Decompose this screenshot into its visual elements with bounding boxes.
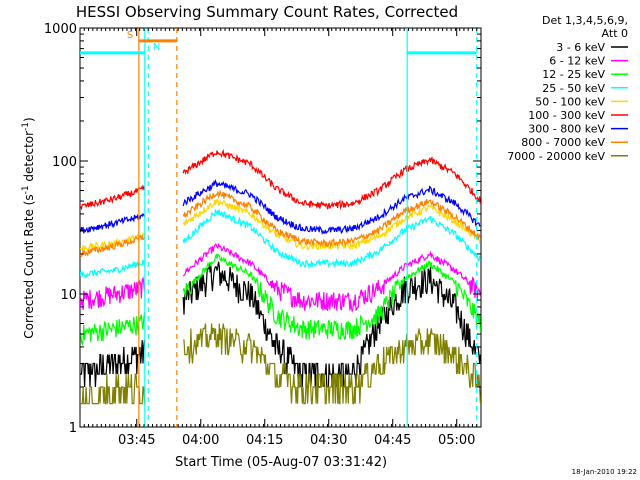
series-line-3-seg-0 [80,259,146,280]
series-line-7-seg-0 [80,234,146,258]
series-line-2-seg-0 [80,312,146,346]
series-line-7-seg-1 [182,189,481,249]
legend-label-8: 7000 - 20000 keV [507,150,605,163]
series-line-0-seg-0 [80,340,146,388]
x-tick-label-0: 03:45 [118,433,155,448]
legend-label-0: 3 - 6 keV [556,41,605,54]
legend-label-4: 50 - 100 keV [535,95,605,108]
series-line-1-seg-1 [182,243,481,313]
legend-label-7: 800 - 7000 keV [521,136,605,149]
series-line-6-seg-1 [182,178,481,235]
series-line-3-seg-1 [182,209,481,269]
series-line-2-seg-1 [182,253,481,341]
series-line-1-seg-0 [80,275,146,310]
x-tick-label-1: 04:00 [182,433,219,448]
x-tick-label-3: 04:30 [310,433,347,448]
x-tick-label-4: 04:45 [374,433,411,448]
footer-timestamp: 18-Jan-2010 19:22 [572,468,637,476]
series-line-5-seg-1 [182,148,481,211]
annotation-label-n: N [153,42,160,53]
y-tick-label-3: 1000 [44,22,77,37]
y-tick-label-1: 10 [60,288,77,303]
x-tick-label-2: 04:15 [246,433,283,448]
chart-title: HESSI Observing Summary Count Rates, Cor… [76,3,458,21]
legend-label-1: 6 - 12 keV [549,55,605,68]
legend-subtitle: Att 0 [602,27,628,40]
x-axis-label: Start Time (05-Aug-07 03:31:42) [175,455,387,470]
y-tick-label-0: 1 [69,421,77,436]
series-line-4-seg-0 [80,231,146,252]
legend-label-3: 25 - 50 keV [542,82,605,95]
series-line-8-seg-1 [183,323,481,405]
y-tick-label-2: 100 [52,155,77,170]
x-tick-label-5: 05:00 [438,433,475,448]
legend-title: Det 1,3,4,5,6,9, [542,14,628,27]
legend-label-6: 300 - 800 keV [528,123,605,136]
series-line-8-seg-0 [80,373,146,405]
series-line-5-seg-0 [80,184,146,211]
legend-label-2: 12 - 25 keV [542,68,605,81]
annotation-label-s: S [127,30,133,41]
legend-label-5: 100 - 300 keV [528,109,605,122]
y-axis-label: Corrected Count Rate (s-1 detector-1) [21,117,36,338]
series-line-6-seg-0 [80,212,146,234]
plot-frame [79,27,482,428]
